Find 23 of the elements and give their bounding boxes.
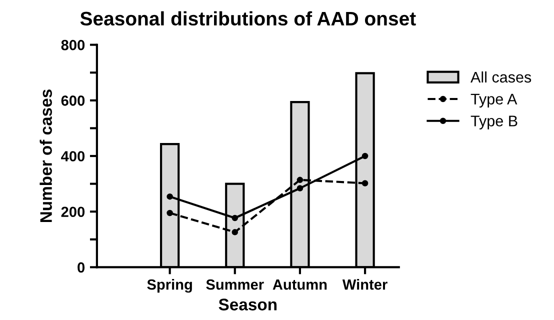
point bbox=[166, 193, 173, 200]
legend-label: All cases bbox=[470, 71, 532, 83]
point bbox=[166, 210, 173, 216]
point bbox=[296, 185, 304, 192]
point bbox=[362, 180, 368, 186]
x-tick-label: Winter bbox=[342, 279, 388, 290]
point bbox=[232, 214, 238, 222]
y-tick-label: 800 bbox=[61, 40, 85, 50]
x-tick-label: Spring bbox=[147, 279, 192, 293]
legend-label: Type A bbox=[470, 94, 518, 108]
x-tick-label: Autumn bbox=[272, 280, 327, 290]
y-axis-title: Number of cases bbox=[40, 90, 52, 222]
point bbox=[362, 152, 368, 160]
point bbox=[232, 229, 238, 236]
y-tick-label: 600 bbox=[61, 96, 85, 106]
point bbox=[296, 176, 304, 184]
x-axis-title: Season bbox=[218, 298, 277, 310]
y-tick-label: 0 bbox=[78, 262, 85, 273]
chart-title: Seasonal distributions of AAD onset bbox=[80, 11, 416, 26]
y-tick-label: 200 bbox=[61, 206, 85, 218]
y-tick-label: 400 bbox=[61, 151, 85, 162]
legend-label: Type B bbox=[470, 116, 518, 130]
x-tick-label: Summer bbox=[206, 279, 264, 290]
